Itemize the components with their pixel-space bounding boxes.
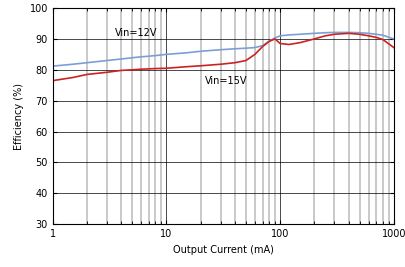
Y-axis label: Efficiency (%): Efficiency (%)	[14, 83, 24, 150]
X-axis label: Output Current (mA): Output Current (mA)	[173, 245, 273, 255]
Text: Vin=12V: Vin=12V	[114, 28, 157, 38]
Text: Vin=15V: Vin=15V	[205, 76, 247, 86]
